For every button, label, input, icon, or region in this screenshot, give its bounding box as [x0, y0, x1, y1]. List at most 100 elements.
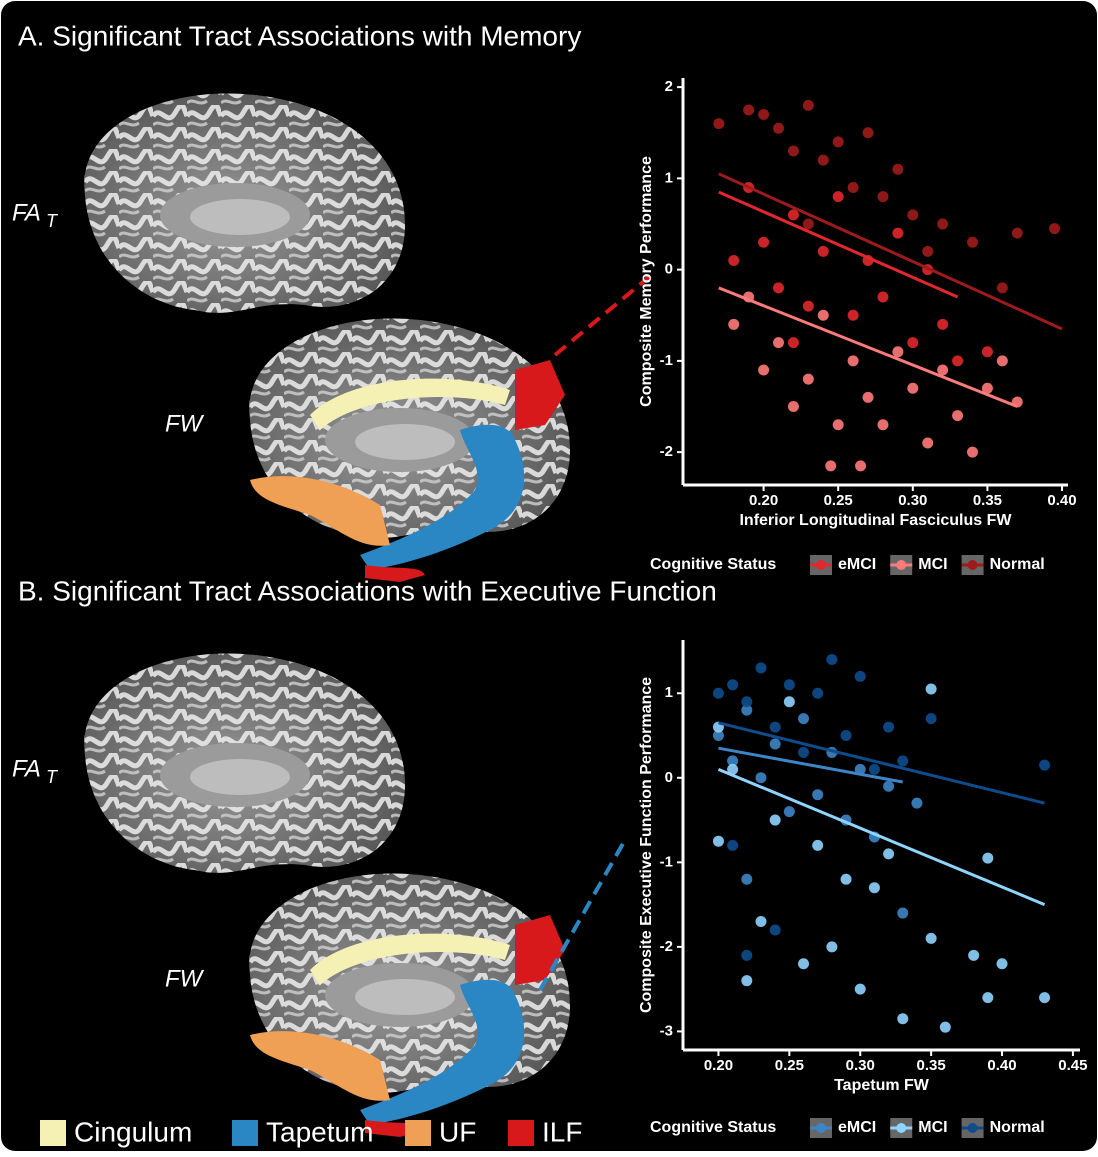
point: [841, 730, 852, 741]
brain-label: FW: [165, 410, 205, 437]
point: [877, 292, 888, 303]
point: [883, 722, 894, 733]
point: [911, 798, 922, 809]
point: [897, 755, 908, 766]
point: [869, 882, 880, 893]
point: [883, 781, 894, 792]
point: [982, 853, 993, 864]
legend-title: Cognitive Status: [650, 1119, 776, 1136]
point: [877, 191, 888, 202]
point: [825, 460, 836, 471]
point: [818, 310, 829, 321]
point: [713, 688, 724, 699]
point: [907, 209, 918, 220]
point: [967, 447, 978, 458]
point: [798, 747, 809, 758]
point: [883, 848, 894, 859]
brain-label: FA: [12, 755, 41, 782]
legend-swatch: [405, 1120, 431, 1146]
legend-swatch-point: [896, 1123, 906, 1133]
point: [812, 789, 823, 800]
brain-label: FW: [165, 965, 205, 992]
point: [755, 662, 766, 673]
x-tick-label: 0.25: [775, 1057, 804, 1074]
x-tick-label: 0.35: [917, 1057, 946, 1074]
point: [803, 219, 814, 230]
point: [848, 182, 859, 193]
point: [892, 164, 903, 175]
point: [855, 460, 866, 471]
point: [727, 840, 738, 851]
y-tick-label: 2: [665, 78, 673, 95]
point: [907, 337, 918, 348]
point: [784, 679, 795, 690]
point: [784, 806, 795, 817]
point: [841, 874, 852, 885]
point: [741, 950, 752, 961]
point: [773, 282, 784, 293]
y-tick-label: 1: [665, 684, 673, 701]
point: [922, 246, 933, 257]
legend-label: ILF: [542, 1116, 582, 1147]
point: [997, 355, 1008, 366]
point: [982, 346, 993, 357]
panel-title: A. Significant Tract Associations with M…: [18, 20, 581, 51]
point: [926, 713, 937, 724]
legend-label: Normal: [990, 1119, 1045, 1136]
legend-swatch: [232, 1120, 258, 1146]
point: [773, 337, 784, 348]
point: [892, 228, 903, 239]
point: [728, 255, 739, 266]
point: [1049, 223, 1060, 234]
x-axis-label: Tapetum FW: [834, 1077, 930, 1094]
point: [755, 916, 766, 927]
point: [812, 688, 823, 699]
point: [741, 874, 752, 885]
legend-swatch-point: [896, 560, 906, 570]
y-tick-label: 0: [665, 261, 673, 278]
point: [758, 109, 769, 120]
y-axis-label: Composite Executive Function Performance: [638, 677, 655, 1013]
point: [788, 337, 799, 348]
legend-label: Cingulum: [74, 1116, 192, 1147]
legend-label: MCI: [918, 556, 947, 573]
point: [788, 146, 799, 157]
point: [952, 410, 963, 421]
y-tick-label: -1: [660, 853, 673, 870]
x-tick-label: 0.30: [846, 1057, 875, 1074]
y-tick-label: 1: [665, 169, 673, 186]
y-axis-label: Composite Memory Performance: [638, 156, 655, 407]
point: [798, 958, 809, 969]
point: [743, 104, 754, 115]
legend-label: Normal: [990, 556, 1045, 573]
point: [728, 319, 739, 330]
point: [803, 301, 814, 312]
legend-label: MCI: [918, 1119, 947, 1136]
point: [758, 365, 769, 376]
point: [1039, 992, 1050, 1003]
point: [863, 392, 874, 403]
legend-label: eMCI: [838, 1119, 876, 1136]
point: [926, 684, 937, 695]
x-tick-label: 0.35: [973, 492, 1002, 509]
legend-swatch-point: [968, 1123, 978, 1133]
x-tick-label: 0.20: [749, 492, 778, 509]
point: [855, 671, 866, 682]
legend-label: Tapetum: [266, 1116, 373, 1147]
point: [997, 958, 1008, 969]
legend-swatch-point: [816, 560, 826, 570]
point: [937, 219, 948, 230]
x-tick-label: 0.45: [1058, 1057, 1087, 1074]
x-tick-label: 0.40: [987, 1057, 1016, 1074]
point: [968, 950, 979, 961]
point: [952, 355, 963, 366]
point: [755, 772, 766, 783]
point: [758, 237, 769, 248]
point: [967, 237, 978, 248]
point: [897, 1013, 908, 1024]
brain-label: FA: [12, 199, 41, 226]
legend-label: eMCI: [838, 556, 876, 573]
point: [833, 136, 844, 147]
point: [818, 246, 829, 257]
point: [727, 679, 738, 690]
